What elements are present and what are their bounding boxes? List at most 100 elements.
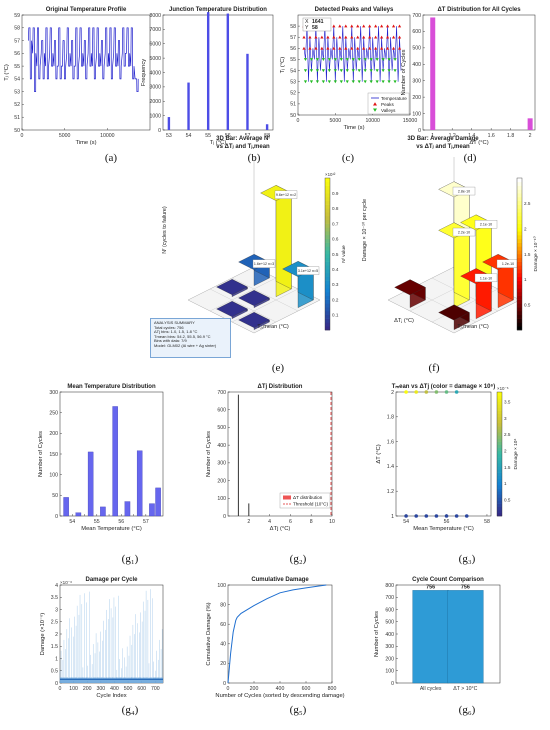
caption-g2: (g₂) xyxy=(289,553,307,565)
histogram-bar xyxy=(167,117,171,130)
y-tick-label: 0 xyxy=(55,514,58,520)
colorbar-label: Damage × 10⁻¹⁰ xyxy=(533,236,539,271)
colorbar-step xyxy=(497,450,502,455)
scatter-point xyxy=(414,514,419,518)
colorbar-step xyxy=(497,472,502,476)
colorbar-step xyxy=(497,447,502,452)
y-tick-label: 1.4 xyxy=(387,464,394,470)
colorbar-step xyxy=(497,432,502,436)
valley-marker xyxy=(315,69,320,73)
peak-marker xyxy=(374,46,378,50)
colorbar-step xyxy=(517,250,522,255)
colorbar-step xyxy=(517,295,522,300)
histogram-bar xyxy=(430,17,436,130)
colorbar-step xyxy=(497,426,502,430)
valley-marker xyxy=(375,58,379,62)
y-tick-label: 500 xyxy=(217,425,226,431)
y-axis-label: Tⱼ (°C) xyxy=(4,64,10,81)
valley-marker xyxy=(321,58,325,62)
colorbar-step xyxy=(497,460,502,464)
chart-cycle-count-comparison: Cycle Count Comparison 0 100 200 300 400 500 60… xyxy=(374,577,501,692)
y-tick-label: 100 xyxy=(385,669,394,675)
colorbar-tick-label: 2 xyxy=(524,226,527,231)
valley-marker xyxy=(315,80,320,84)
colorbar-step xyxy=(517,273,522,278)
peak-marker xyxy=(338,24,342,28)
colorbar-step xyxy=(497,457,502,461)
chart-damage-per-cycle: Damage per Cycle 0 0.5 1 1.5 2 2.5 3 3.5 4 0 100 200… xyxy=(39,577,164,699)
bar-data-label: 756 xyxy=(461,584,470,590)
valley-marker xyxy=(363,80,367,84)
colorbar-step xyxy=(325,246,330,251)
y-tick-label: 52 xyxy=(290,91,296,97)
colorbar-step xyxy=(517,231,522,236)
colorbar-step xyxy=(497,463,502,467)
temperature-line xyxy=(303,26,402,82)
y-tick-label: 1 xyxy=(391,514,394,520)
datatip-box xyxy=(302,17,332,32)
chart-cumulative-damage: Cumulative Damage 0 20 40 60 80 100 0 200 400 600 8… xyxy=(206,577,345,699)
x-tick-label: 1.6 xyxy=(488,133,495,139)
colorbar-step xyxy=(517,257,522,262)
legend-swatch xyxy=(283,495,291,500)
colorbar-step xyxy=(325,261,330,266)
colorbar-step xyxy=(325,178,330,183)
x-tick-label: 15000 xyxy=(403,118,418,124)
x-tick-label: 54 xyxy=(69,519,75,525)
colorbar-step xyxy=(497,410,502,414)
colorbar-step xyxy=(497,500,502,504)
bar3d-data-label: 1.6e+12 n=3 xyxy=(254,262,274,266)
colorbar-step xyxy=(497,407,502,411)
colorbar-step xyxy=(325,311,330,316)
y-tick-label: 700 xyxy=(217,390,226,396)
peak-marker xyxy=(350,24,354,28)
y-tick-label: 6000 xyxy=(149,42,161,48)
y-tick-label: 300 xyxy=(217,461,226,467)
y-tick-label: 1 xyxy=(55,656,58,662)
chart-title: Original Temperature Profile xyxy=(46,7,127,13)
x-tick-label: 0 xyxy=(59,686,62,692)
legend-box xyxy=(279,492,331,509)
colorbar-step xyxy=(325,219,330,224)
legend-entry: Valleys xyxy=(381,108,396,113)
bar3d-top xyxy=(238,312,270,328)
colorbar-step xyxy=(497,438,502,442)
chart-title: 3D Bar: Average Nᶠ xyxy=(216,135,270,142)
chart-title: Detected Peaks and Valleys xyxy=(315,7,394,13)
colorbar-step xyxy=(325,273,330,278)
colorbar-step xyxy=(325,242,330,247)
valley-marker xyxy=(381,69,385,73)
colorbar-step xyxy=(325,265,330,270)
valley-marker xyxy=(393,58,397,62)
colorbar-step xyxy=(497,506,502,511)
colorbar-exponent: ×10⁻⁶ xyxy=(497,386,509,391)
valley-marker xyxy=(303,69,308,73)
x-tick-label: 54 xyxy=(186,133,192,139)
scatter-point xyxy=(434,514,439,518)
y-tick-label: 150 xyxy=(49,452,58,458)
colorbar-tick-label: 2.5 xyxy=(504,432,511,437)
valley-marker xyxy=(387,69,391,73)
y-tick-label: 700 xyxy=(412,13,421,19)
y-tick-label: 3.5 xyxy=(51,595,58,601)
chart-title: Cycle Count Comparison xyxy=(412,577,484,583)
valley-marker xyxy=(357,58,361,62)
valley-marker xyxy=(339,58,343,62)
grid-line xyxy=(209,277,277,312)
colorbar-step xyxy=(325,250,330,255)
y-tick-label: 0 xyxy=(223,514,226,520)
colorbar-frame xyxy=(516,177,523,331)
y-tick-label: 800 xyxy=(385,583,394,589)
colorbar-step xyxy=(517,261,522,266)
colorbar-step xyxy=(325,231,330,236)
colorbar-tick-label: 0.1 xyxy=(332,313,339,318)
colorbar-step xyxy=(497,419,502,424)
colorbar-label: Damage × 10⁶ xyxy=(513,439,519,470)
bar3d-label-box xyxy=(452,227,476,237)
y-axis-label: Number of Cycles xyxy=(206,431,212,477)
peak-marker xyxy=(368,24,372,28)
y-tick-label: 1.8 xyxy=(387,415,394,421)
histogram-bar xyxy=(155,487,161,517)
y-tick-label: 60 xyxy=(220,622,226,628)
